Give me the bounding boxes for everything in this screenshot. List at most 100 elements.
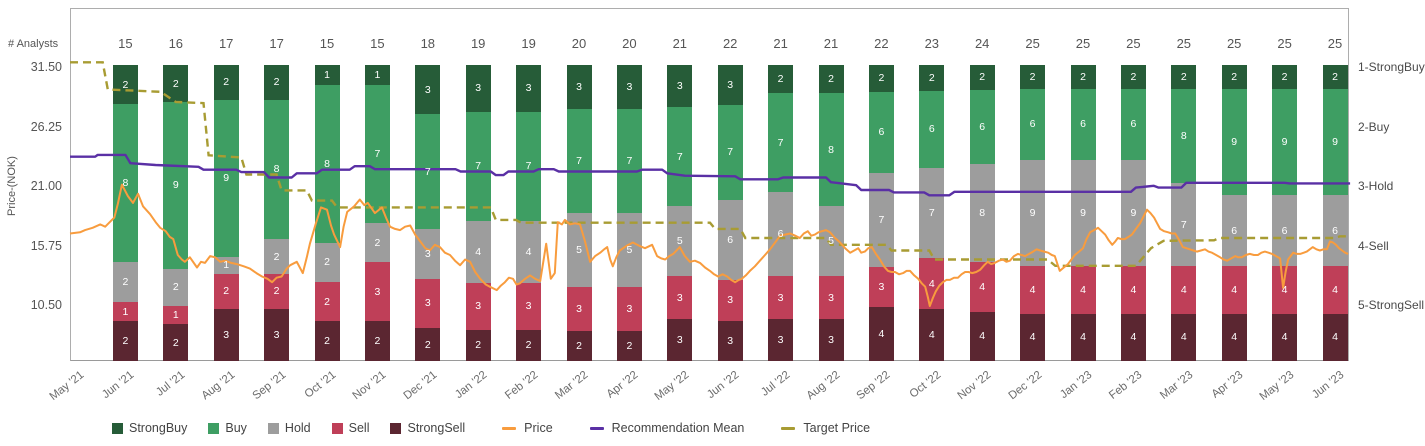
bar-column[interactable]: 2 9 6 4 4	[1322, 65, 1348, 361]
bar-segment-sell: 3	[516, 283, 542, 330]
analyst-count: 25	[1176, 36, 1192, 51]
analyst-count: 16	[168, 36, 184, 51]
bar-column[interactable]: 2 6 8 4 4	[969, 65, 995, 361]
bar-column[interactable]: 3 7 4 3 2	[465, 65, 491, 361]
bar-segment-sell: 3	[768, 276, 794, 319]
bar-column[interactable]: 3 7 5 3 3	[667, 65, 693, 361]
bar-column[interactable]: 2 9 6 4 4	[1221, 65, 1247, 361]
segment-count-label: 6	[878, 126, 885, 139]
bar-column[interactable]: 2 9 6 4 4	[1272, 65, 1298, 361]
bar-column[interactable]: 2 8 7 4 4	[1171, 65, 1197, 361]
segment-count-label: 2	[273, 250, 280, 263]
segment-count-label: 3	[777, 333, 784, 346]
segment-count-label: 2	[525, 339, 532, 352]
bar-segment-buy: 9	[1322, 88, 1348, 196]
segment-count-label: 3	[424, 297, 431, 310]
bar-segment-strongbuy: 3	[717, 65, 743, 106]
legend-item-recommendation-mean[interactable]: Recommendation Mean	[589, 421, 744, 435]
bar-column[interactable]: 2 8 2 1 2	[112, 65, 138, 361]
analyst-count: 25	[1277, 36, 1292, 51]
bar-column[interactable]: 3 7 3 3 2	[415, 65, 441, 361]
segment-count-label: 4	[979, 280, 986, 293]
bar-column[interactable]: 2 6 9 4 4	[1020, 65, 1046, 361]
segment-count-label: 2	[374, 236, 381, 249]
bar-column[interactable]: 2 8 5 3 3	[818, 65, 844, 361]
segment-count-label: 6	[979, 120, 986, 133]
legend-item-hold[interactable]: Hold	[267, 421, 311, 435]
analyst-count: 21	[823, 36, 839, 51]
segment-count-label: 4	[1180, 331, 1187, 344]
legend-item-price[interactable]: Price	[502, 421, 553, 435]
segment-count-label: 2	[374, 334, 381, 347]
bar-column[interactable]: 2 6 7 4 4	[919, 65, 945, 361]
segment-count-label: 2	[777, 72, 784, 85]
bar-column[interactable]: 2 9 1 2 3	[213, 65, 239, 361]
segment-count-label: 9	[1281, 135, 1288, 148]
bar-segment-buy: 7	[516, 111, 542, 221]
bar-segment-strongbuy: 2	[112, 65, 138, 105]
bar-column[interactable]: 3 7 5 3 2	[566, 65, 592, 361]
recommendation-axis-tick: 4-Sell	[1358, 238, 1389, 253]
bar-segment-strongbuy: 2	[1020, 65, 1046, 89]
segment-count-label: 2	[828, 72, 834, 85]
bar-column[interactable]: 2 6 9 4 4	[1070, 65, 1096, 361]
segment-count-label: 6	[928, 123, 935, 136]
segment-count-label: 2	[324, 295, 330, 308]
segment-count-label: 3	[525, 82, 532, 95]
bar-column[interactable]: 3 7 5 3 2	[616, 65, 642, 361]
bar-segment-strongbuy: 3	[465, 65, 491, 112]
bar-segment-buy: 7	[768, 93, 794, 192]
segment-count-label: 7	[626, 154, 633, 167]
bar-segment-hold: 9	[1070, 159, 1096, 267]
bar-segment-strongbuy: 2	[868, 65, 894, 92]
bar-column[interactable]: 3 7 6 3 3	[717, 65, 743, 361]
legend-label-hold: Hold	[284, 421, 311, 435]
bar-segment-sell: 3	[364, 262, 390, 322]
recommendation-axis-tick: 2-Buy	[1358, 119, 1390, 134]
bar-segment-hold: 6	[1322, 195, 1348, 267]
analyst-count: 21	[672, 36, 688, 51]
segment-count-label: 7	[576, 154, 582, 167]
segment-count-label: 3	[727, 294, 734, 307]
segment-count-label: 4	[1281, 331, 1288, 344]
bar-segment-strongbuy: 2	[1171, 65, 1197, 89]
bar-segment-buy: 7	[717, 105, 743, 200]
legend-item-strongbuy[interactable]: StrongBuy	[112, 421, 187, 435]
recommendation-axis-tick: 5-StrongSell	[1358, 298, 1425, 312]
legend-item-sell[interactable]: Sell	[331, 421, 369, 435]
segment-count-label: 2	[576, 339, 582, 352]
bar-segment-strongsell: 2	[465, 329, 491, 361]
bar-segment-buy: 7	[415, 114, 441, 230]
bar-column[interactable]: 2 8 2 2 3	[264, 65, 290, 361]
bar-column[interactable]: 2 6 9 4 4	[1120, 65, 1146, 361]
bar-segment-hold: 9	[1120, 159, 1146, 267]
segment-count-label: 2	[172, 280, 179, 293]
legend-item-strongsell[interactable]: StrongSell	[390, 421, 465, 435]
legend-label-buy: Buy	[225, 421, 247, 435]
analyst-count: 25	[1226, 36, 1242, 51]
bar-column[interactable]: 1 8 2 2 2	[314, 65, 340, 361]
analyst-count: 25	[1025, 36, 1040, 51]
segment-count-label: 7	[525, 160, 532, 173]
segment-count-label: 2	[1231, 70, 1238, 83]
segment-count-label: 9	[1080, 206, 1086, 219]
segment-count-label: 2	[1080, 70, 1086, 83]
bar-segment-strongbuy: 2	[1070, 65, 1096, 89]
bar-column[interactable]: 3 7 4 3 2	[516, 65, 542, 361]
legend-swatch-strongsell	[390, 422, 402, 434]
segment-count-label: 9	[172, 179, 179, 192]
legend-item-buy[interactable]: Buy	[208, 421, 247, 435]
segment-count-label: 4	[1281, 283, 1288, 296]
bar-segment-strongbuy: 3	[667, 65, 693, 108]
bar-column[interactable]: 2 9 2 1 2	[163, 65, 189, 361]
segment-count-label: 6	[1080, 117, 1086, 130]
bar-segment-strongbuy: 2	[919, 65, 945, 91]
bar-column[interactable]: 2 6 7 3 4	[868, 65, 894, 361]
bar-segment-strongsell: 3	[264, 308, 290, 361]
bar-segment-sell: 2	[213, 273, 239, 309]
bar-column[interactable]: 2 7 6 3 3	[768, 65, 794, 361]
bar-segment-hold: 7	[868, 172, 894, 267]
bar-column[interactable]: 1 7 2 3 2	[364, 65, 390, 361]
segment-count-label: 8	[324, 157, 330, 170]
legend-item-target-price[interactable]: Target Price	[781, 421, 870, 435]
